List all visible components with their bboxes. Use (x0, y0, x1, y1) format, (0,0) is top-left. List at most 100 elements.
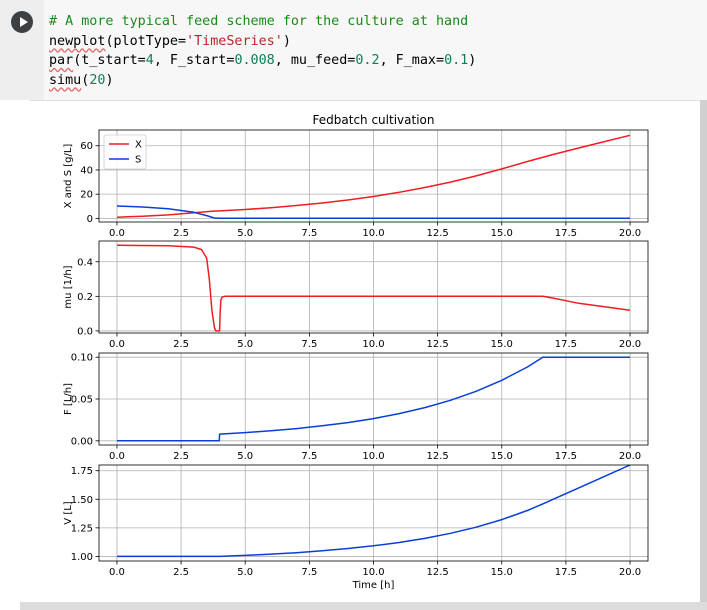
y-tick-label: 1.50 (71, 495, 93, 506)
series-line-4 (117, 464, 631, 558)
run-cell-button[interactable] (11, 11, 33, 33)
x-tick-label: 12.5 (427, 451, 449, 462)
chart-title: Fedbatch cultivation (313, 113, 435, 127)
x-tick-label: 0.0 (109, 228, 125, 239)
play-icon (20, 17, 28, 27)
x-tick-label: 0.0 (109, 451, 125, 462)
x-tick-label: 7.5 (301, 567, 317, 578)
legend: XS (103, 134, 147, 170)
subplot-1: 0.0 2.5 5.0 7.5 10.0 12.5 15.0 17.5 20.0 0 20 40 60 X… (63, 113, 649, 239)
subplot-2: 0.0 2.5 5.0 7.5 10.0 12.5 15.0 17.5 20.0 0.0 0.2 0.… (63, 240, 649, 350)
x-tick-label: 7.5 (301, 228, 317, 239)
code-token: ) (282, 33, 291, 49)
y-tick-label: 1.00 (71, 552, 93, 563)
code-token: ) (105, 72, 114, 88)
x-tick-label: 2.5 (173, 228, 189, 239)
x-tick-label: 5.0 (237, 567, 253, 578)
code-token: 0.008 (234, 53, 275, 68)
axes-frame (98, 464, 649, 562)
x-tick-label: 15.0 (491, 228, 513, 239)
legend-label: S (135, 155, 141, 166)
x-tick-label: 20.0 (619, 339, 641, 350)
x-tick-label: 17.5 (555, 451, 577, 462)
x-tick-label: 7.5 (301, 339, 317, 350)
y-tick-label: 1.25 (71, 523, 93, 534)
x-tick-label: 12.5 (427, 567, 449, 578)
x-tick-label: 0.0 (109, 339, 125, 350)
series-line-x (116, 134, 631, 218)
code-token: # A more typical feed scheme for the cul… (49, 14, 469, 29)
y-tick-label: 0.4 (77, 257, 93, 268)
code-token: (plotType= (105, 33, 187, 49)
y-tick-label: 0.2 (77, 292, 93, 303)
x-tick-label: 12.5 (427, 339, 449, 350)
x-tick-label: 15.0 (491, 567, 513, 578)
x-tick-label: 5.0 (237, 339, 253, 350)
code-token: 0.2 (355, 53, 380, 68)
y-tick-label: 60 (80, 141, 93, 152)
x-tick-label: 5.0 (237, 451, 253, 462)
code-input-area[interactable]: # A more typical feed scheme for the cul… (0, 0, 707, 100)
x-tick-label: 17.5 (555, 567, 577, 578)
x-tick-label: 7.5 (301, 451, 317, 462)
output-scrollbar-edge (700, 100, 707, 610)
subplot-3: 0.0 2.5 5.0 7.5 10.0 12.5 15.0 17.5 20.0 0.00 0.05… (63, 352, 649, 462)
code-editor[interactable]: # A more typical feed scheme for the cul… (49, 12, 476, 90)
x-tick-label: 15.0 (491, 339, 513, 350)
y-axis-label: X and S [g/L] (63, 144, 74, 209)
y-tick-label: 0.05 (71, 395, 93, 406)
x-tick-label: 2.5 (173, 567, 189, 578)
code-token: , F_max= (379, 53, 445, 68)
code-token: par (49, 53, 74, 68)
code-line: newplot(plotType='TimeSeries') (49, 32, 476, 52)
y-tick-label: 0.0 (77, 326, 93, 337)
cell-output: 0.0 2.5 5.0 7.5 10.0 12.5 15.0 17.5 20.0 0 20 40 60 X… (30, 100, 707, 610)
y-tick-label: 0.10 (71, 353, 93, 364)
y-axis-label: V [L] (63, 501, 74, 524)
x-tick-label: 17.5 (555, 339, 577, 350)
code-token: 4 (145, 53, 154, 68)
axes-frame (98, 352, 649, 446)
code-token: 'TimeSeries' (186, 33, 283, 49)
code-token: ) (468, 53, 477, 68)
y-tick-label: 20 (80, 190, 93, 201)
y-axis-label: F [L/h] (63, 383, 74, 415)
figure-canvas: 0.0 2.5 5.0 7.5 10.0 12.5 15.0 17.5 20.0 0 20 40 60 X… (63, 113, 649, 591)
x-tick-label: 15.0 (491, 451, 513, 462)
x-tick-label: 10.0 (362, 228, 384, 239)
x-tick-label: 10.0 (362, 339, 384, 350)
x-tick-label: 12.5 (427, 228, 449, 239)
x-tick-label: 5.0 (237, 228, 253, 239)
x-tick-label: 20.0 (619, 451, 641, 462)
x-tick-label: 17.5 (555, 228, 577, 239)
series-line-3 (117, 356, 630, 442)
code-token: , mu_feed= (274, 53, 356, 68)
output-gutter (0, 100, 30, 610)
x-tick-label: 20.0 (619, 567, 641, 578)
x-tick-label: 10.0 (362, 451, 384, 462)
y-tick-label: 40 (80, 165, 93, 176)
code-token: , F_start= (153, 53, 235, 68)
code-token: simu (49, 72, 82, 88)
code-token: newplot (49, 33, 106, 49)
series-line-s (116, 205, 630, 219)
series-line-2 (116, 244, 631, 332)
x-tick-label: 20.0 (619, 228, 641, 239)
y-tick-label: 1.75 (71, 466, 93, 477)
y-axis-label: mu [1/h] (63, 265, 74, 308)
subplot-4: 0.0 2.5 5.0 7.5 10.0 12.5 15.0 17.5 20.0 1.00 1.25… (63, 464, 649, 591)
axes-frame (98, 240, 649, 334)
axes-frame (98, 129, 649, 223)
code-token: (t_start= (73, 53, 146, 68)
cell-gutter (0, 0, 44, 100)
x-tick-label: 2.5 (173, 451, 189, 462)
code-line: simu(20) (49, 71, 476, 91)
code-token: ( (81, 72, 90, 88)
legend-label: X (135, 140, 142, 151)
code-line: par(t_start=4, F_start=0.008, mu_feed=0.… (49, 51, 476, 71)
output-bottom-edge (20, 602, 707, 610)
x-tick-label: 10.0 (362, 567, 384, 578)
x-tick-label: 0.0 (109, 567, 125, 578)
y-tick-label: 0.00 (71, 436, 93, 447)
